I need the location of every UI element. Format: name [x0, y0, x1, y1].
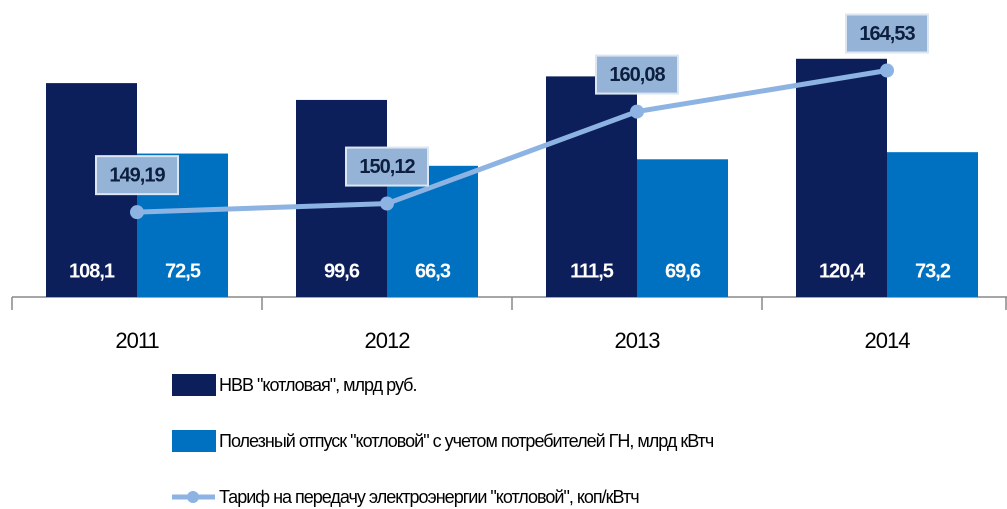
bar	[637, 159, 728, 297]
bar-value-label: 99,6	[324, 260, 360, 282]
bar-value-label: 111,5	[570, 260, 614, 282]
legend-label: Тариф на передачу электроэнергии "котлов…	[219, 487, 639, 507]
bar-value-label: 72,5	[165, 260, 201, 282]
bar-value-label: 66,3	[415, 260, 451, 282]
line-point	[880, 63, 894, 78]
line-label-box	[595, 54, 679, 95]
line-label-box	[845, 13, 929, 54]
x-axis-ticks	[11, 297, 1007, 310]
line	[136, 68, 888, 215]
legend-swatch	[172, 430, 216, 452]
bar-value-label: 120,4	[819, 260, 866, 282]
x-tick-label: 2011	[115, 328, 159, 353]
line-point	[130, 205, 144, 220]
line-value-label: 164,53	[859, 23, 915, 45]
bar-value-label: 108,1	[69, 260, 115, 282]
line-value-label: 160,08	[609, 64, 665, 86]
x-tick-label: 2012	[365, 328, 411, 353]
line-value-label: 149,19	[109, 164, 165, 186]
legend-label: Полезный отпуск "котловой" с учетом потр…	[219, 431, 714, 451]
bar-value-label: 69,6	[665, 260, 701, 282]
x-tick-label: 2014	[865, 328, 911, 353]
line-point	[380, 196, 394, 211]
bar	[296, 99, 387, 297]
legend-label: НВВ "котловая", млрд руб.	[219, 375, 416, 395]
line-value-label: 150,12	[359, 156, 415, 178]
x-tick-label: 2013	[615, 328, 661, 353]
legend-marker	[187, 491, 199, 503]
line-label-box	[345, 146, 429, 187]
legend-swatch	[172, 374, 216, 396]
bar	[546, 76, 637, 297]
bar-value-label: 73,2	[915, 260, 951, 282]
bar	[887, 152, 978, 297]
line-label-box	[95, 155, 179, 196]
line-point	[630, 104, 644, 119]
bar	[796, 58, 887, 297]
